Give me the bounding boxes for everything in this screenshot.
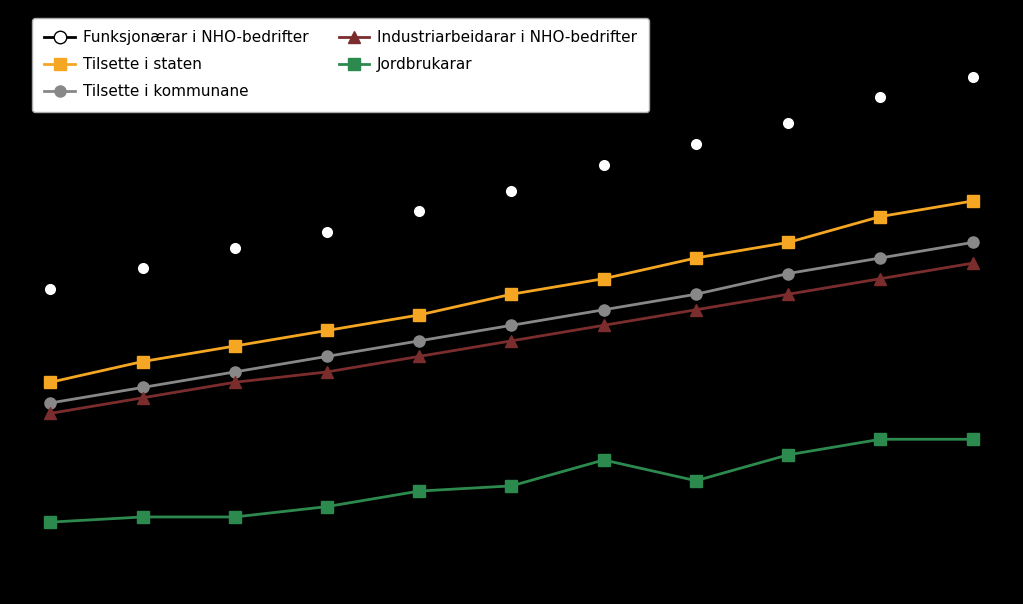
- Tilsette i staten: [505, 291, 518, 298]
- Tilsette i staten: [136, 358, 148, 365]
- Funksjonærar i NHO-bedrifter: [597, 161, 610, 169]
- Tilsette i kommunane: [413, 337, 426, 344]
- Industriarbeidarar i NHO-bedrifter: [136, 394, 148, 402]
- Funksjonærar i NHO-bedrifter: [875, 94, 887, 101]
- Funksjonærar i NHO-bedrifter: [505, 187, 518, 194]
- Line: Jordbrukarar: Jordbrukarar: [45, 434, 978, 528]
- Industriarbeidarar i NHO-bedrifter: [783, 291, 795, 298]
- Funksjonærar i NHO-bedrifter: [44, 286, 56, 293]
- Funksjonærar i NHO-bedrifter: [321, 228, 333, 236]
- Tilsette i staten: [597, 275, 610, 282]
- Industriarbeidarar i NHO-bedrifter: [44, 410, 56, 417]
- Line: Tilsette i staten: Tilsette i staten: [45, 196, 978, 388]
- Funksjonærar i NHO-bedrifter: [136, 265, 148, 272]
- Tilsette i kommunane: [690, 291, 702, 298]
- Tilsette i staten: [44, 379, 56, 386]
- Jordbrukarar: [44, 518, 56, 525]
- Industriarbeidarar i NHO-bedrifter: [690, 306, 702, 313]
- Tilsette i staten: [228, 342, 240, 350]
- Line: Industriarbeidarar i NHO-bedrifter: Industriarbeidarar i NHO-bedrifter: [45, 257, 978, 419]
- Tilsette i kommunane: [597, 306, 610, 313]
- Funksjonærar i NHO-bedrifter: [783, 120, 795, 127]
- Jordbrukarar: [690, 477, 702, 484]
- Jordbrukarar: [136, 513, 148, 521]
- Tilsette i kommunane: [321, 353, 333, 360]
- Jordbrukarar: [597, 457, 610, 464]
- Industriarbeidarar i NHO-bedrifter: [597, 322, 610, 329]
- Tilsette i kommunane: [136, 384, 148, 391]
- Industriarbeidarar i NHO-bedrifter: [875, 275, 887, 282]
- Industriarbeidarar i NHO-bedrifter: [505, 337, 518, 344]
- Line: Tilsette i kommunane: Tilsette i kommunane: [45, 237, 978, 408]
- Tilsette i kommunane: [44, 399, 56, 406]
- Tilsette i kommunane: [228, 368, 240, 376]
- Funksjonærar i NHO-bedrifter: [690, 140, 702, 147]
- Industriarbeidarar i NHO-bedrifter: [967, 260, 979, 267]
- Tilsette i kommunane: [967, 239, 979, 246]
- Tilsette i staten: [321, 327, 333, 334]
- Tilsette i kommunane: [875, 254, 887, 262]
- Tilsette i kommunane: [783, 270, 795, 277]
- Industriarbeidarar i NHO-bedrifter: [413, 353, 426, 360]
- Tilsette i kommunane: [505, 322, 518, 329]
- Tilsette i staten: [783, 239, 795, 246]
- Industriarbeidarar i NHO-bedrifter: [321, 368, 333, 376]
- Jordbrukarar: [321, 503, 333, 510]
- Funksjonærar i NHO-bedrifter: [967, 73, 979, 80]
- Tilsette i staten: [413, 311, 426, 318]
- Jordbrukarar: [783, 451, 795, 458]
- Jordbrukarar: [505, 482, 518, 489]
- Jordbrukarar: [413, 487, 426, 495]
- Jordbrukarar: [228, 513, 240, 521]
- Jordbrukarar: [875, 435, 887, 443]
- Tilsette i staten: [967, 198, 979, 205]
- Jordbrukarar: [967, 435, 979, 443]
- Funksjonærar i NHO-bedrifter: [413, 208, 426, 215]
- Funksjonærar i NHO-bedrifter: [228, 244, 240, 251]
- Industriarbeidarar i NHO-bedrifter: [228, 379, 240, 386]
- Tilsette i staten: [875, 213, 887, 220]
- Legend: Funksjonærar i NHO-bedrifter, Tilsette i staten, Tilsette i kommunane, Industria: Funksjonærar i NHO-bedrifter, Tilsette i…: [32, 18, 650, 112]
- Line: Funksjonærar i NHO-bedrifter: Funksjonærar i NHO-bedrifter: [44, 71, 979, 295]
- Tilsette i staten: [690, 254, 702, 262]
